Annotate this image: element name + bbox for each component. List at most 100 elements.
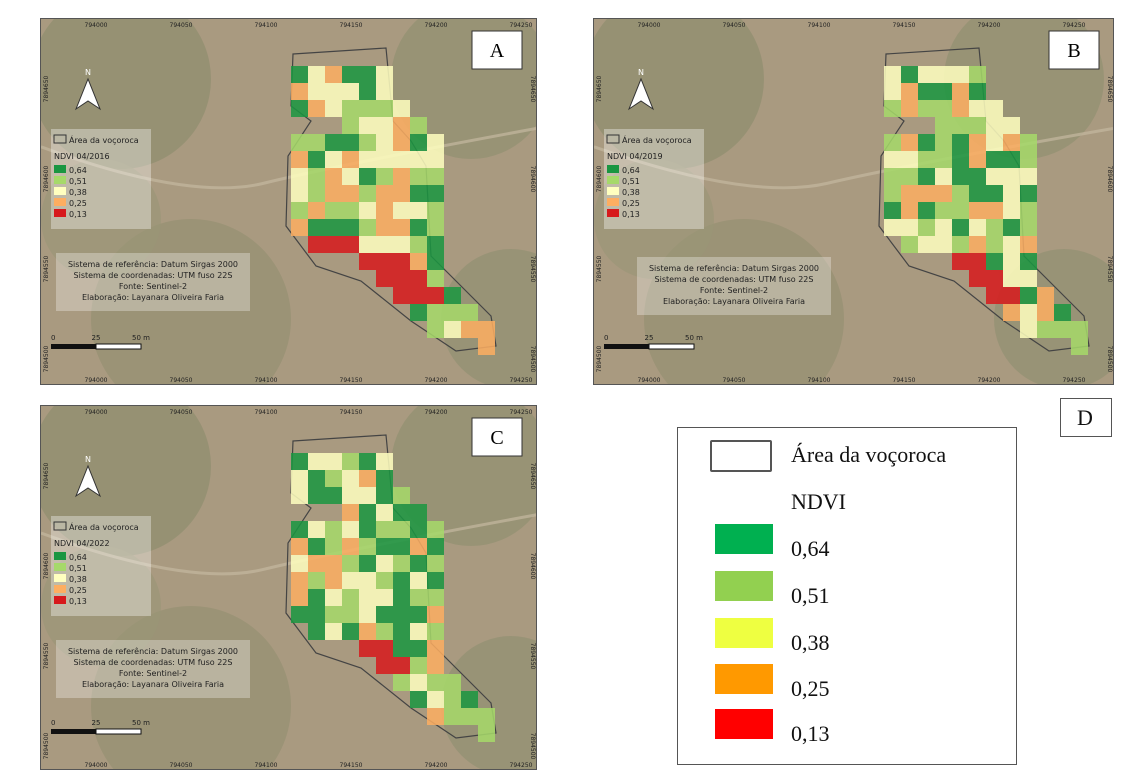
x-coord-bottom: 794100 — [808, 377, 831, 384]
ndvi-cell — [410, 589, 427, 606]
ndvi-cell — [935, 151, 952, 168]
ndvi-cell — [376, 151, 393, 168]
ndvi-cell — [969, 202, 986, 219]
y-coord-right: 7894600 — [1106, 166, 1113, 193]
ndvi-cell — [1003, 117, 1020, 134]
ndvi-cell — [901, 83, 918, 100]
ndvi-cell — [325, 623, 342, 640]
ndvi-cell — [969, 270, 986, 287]
ndvi-cell — [901, 202, 918, 219]
ndvi-cell — [359, 606, 376, 623]
x-coord-top: 794200 — [978, 22, 1001, 29]
legend-class: 0,13 — [622, 210, 640, 219]
ndvi-cell — [884, 66, 901, 83]
x-coord-top: 794000 — [85, 409, 108, 416]
ndvi-cell — [952, 253, 969, 270]
ndvi-cell — [969, 185, 986, 202]
legend-swatch — [607, 187, 619, 195]
ndvi-cell — [410, 674, 427, 691]
ndvi-cell — [308, 555, 325, 572]
ndvi-cell — [393, 555, 410, 572]
legend-box: Área da voçoroca NDVI 0,64 0,51 0,38 0,2… — [677, 427, 1017, 765]
ndvi-cell — [918, 236, 935, 253]
ndvi-cell — [427, 538, 444, 555]
ndvi-cell — [1020, 185, 1037, 202]
legend-class: 0,51 — [69, 177, 87, 186]
ndvi-cell — [986, 185, 1003, 202]
ndvi-cell — [986, 253, 1003, 270]
scale-bar-black — [51, 344, 96, 349]
ndvi-cell — [291, 134, 308, 151]
ndvi-cell — [325, 185, 342, 202]
ndvi-cell — [291, 470, 308, 487]
y-coord-left: 7894650 — [596, 75, 603, 102]
ndvi-cell — [376, 117, 393, 134]
ndvi-cell — [342, 555, 359, 572]
ndvi-cell — [308, 453, 325, 470]
legend-title: NDVI 04/2019 — [607, 152, 663, 161]
ndvi-cell — [291, 453, 308, 470]
ndvi-cell — [342, 117, 359, 134]
legend-swatch — [607, 176, 619, 184]
ndvi-cell — [952, 202, 969, 219]
ndvi-cell — [884, 219, 901, 236]
y-coord-left: 7894500 — [596, 345, 603, 372]
ndvi-cell — [1003, 202, 1020, 219]
scale-label: 0 — [51, 334, 55, 342]
north-label: N — [638, 68, 644, 77]
ndvi-cell — [359, 589, 376, 606]
ndvi-cell — [918, 168, 935, 185]
ndvi-cell — [1020, 287, 1037, 304]
ndvi-cell — [308, 83, 325, 100]
swatch — [715, 709, 773, 739]
credit-line: Sistema de coordenadas: UTM fuso 22S — [74, 658, 233, 667]
legend-class: 0,25 — [791, 676, 830, 702]
x-coord-top: 794200 — [425, 22, 448, 29]
swatch — [715, 664, 773, 694]
ndvi-cell — [308, 589, 325, 606]
ndvi-cell — [308, 100, 325, 117]
ndvi-cell — [935, 168, 952, 185]
legend-area-label: Área da voçoroca — [791, 442, 946, 468]
ndvi-cell — [393, 253, 410, 270]
ndvi-cell — [376, 219, 393, 236]
credit-line: Sistema de coordenadas: UTM fuso 22S — [655, 275, 814, 284]
ndvi-cell — [901, 151, 918, 168]
ndvi-cell — [359, 504, 376, 521]
ndvi-cell — [427, 589, 444, 606]
ndvi-cell — [291, 572, 308, 589]
ndvi-cell — [918, 202, 935, 219]
ndvi-cell — [325, 555, 342, 572]
legend-title: NDVI 04/2016 — [54, 152, 110, 161]
ndvi-cell — [359, 83, 376, 100]
credit-line: Sistema de referência: Datum Sirgas 2000 — [68, 259, 238, 269]
ndvi-cell — [393, 640, 410, 657]
ndvi-cell — [1003, 270, 1020, 287]
ndvi-cell — [427, 657, 444, 674]
x-coord-bottom: 794250 — [510, 377, 533, 384]
ndvi-cell — [986, 219, 1003, 236]
y-coord-right: 7894650 — [1106, 76, 1113, 103]
panel-label: D — [1077, 405, 1093, 431]
y-coord-left: 7894600 — [43, 552, 50, 579]
ndvi-cell — [969, 100, 986, 117]
ndvi-cell — [969, 117, 986, 134]
legend-swatch — [607, 198, 619, 206]
ndvi-cell — [986, 100, 1003, 117]
x-coord-bottom: 794250 — [1063, 377, 1086, 384]
ndvi-cell — [1020, 134, 1037, 151]
x-coord-bottom: 794250 — [510, 762, 533, 769]
ndvi-cell — [376, 253, 393, 270]
ndvi-cell — [1071, 338, 1088, 355]
ndvi-cell — [376, 168, 393, 185]
y-coord-left: 7894500 — [43, 345, 50, 372]
legend-swatch — [54, 563, 66, 571]
scale-label: 0 — [51, 719, 55, 727]
ndvi-cell — [342, 504, 359, 521]
ndvi-cell — [359, 487, 376, 504]
ndvi-cell — [325, 168, 342, 185]
ndvi-cell — [410, 219, 427, 236]
legend-area-label: Área da voçoroca — [69, 521, 139, 532]
ndvi-cell — [461, 708, 478, 725]
